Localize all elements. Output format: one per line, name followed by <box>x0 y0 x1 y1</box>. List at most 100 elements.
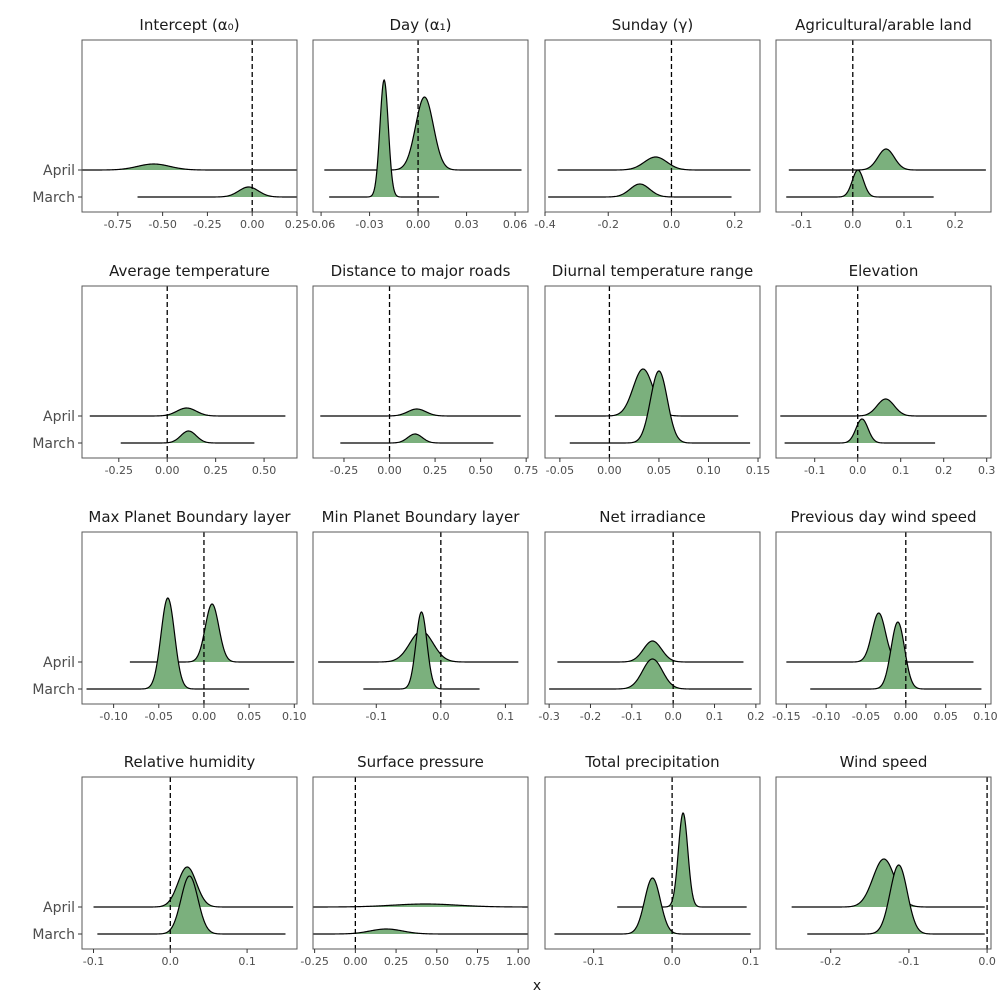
x-tick-label: 0.0 <box>162 955 180 968</box>
x-tick-label: 0.2 <box>726 218 744 231</box>
panel-content <box>548 156 751 198</box>
panel-title: Intercept (α₀) <box>139 16 239 34</box>
ridge-area-april <box>557 641 744 662</box>
panel-title: Relative humidity <box>124 753 256 771</box>
panel-border <box>544 776 761 950</box>
ridge-area-march <box>548 184 732 197</box>
panel: Sunday (γ) -0.4 -0.2 0.0 0.2 <box>534 16 761 231</box>
panel-border <box>312 531 529 705</box>
x-tick-label: 0.1 <box>706 710 724 723</box>
x-tick-label: -0.3 <box>538 710 559 723</box>
panel: Previous day wind speed -0.15 -0.10 -0.05 0.… <box>772 508 998 723</box>
x-tick-label: 0.1 <box>238 955 256 968</box>
x-tick-label: 0.00 <box>406 218 431 231</box>
panel-title: Previous day wind speed <box>790 508 976 526</box>
panel-border <box>312 39 529 213</box>
panel-title: Max Planet Boundary layer <box>88 508 291 526</box>
ridge-area-april <box>791 859 985 907</box>
x-tick-label: 0.00 <box>343 955 368 968</box>
x-tick-label: 0.25 <box>423 464 448 477</box>
panel: Elevation -0.1 0.0 0.1 0.2 0.3 <box>775 262 996 477</box>
ridge-line-april <box>93 866 294 908</box>
x-tick-label: 0.10 <box>282 710 307 723</box>
panel-title: Surface pressure <box>357 753 484 771</box>
panel-title: Average temperature <box>109 262 270 280</box>
x-tick-label: 0.00 <box>377 464 402 477</box>
x-tick-label: -0.2 <box>580 710 601 723</box>
panel: Distance to major roads -0.25 0.00 0.25 0.50… <box>312 262 538 477</box>
x-tick-label: 0.1 <box>497 710 515 723</box>
ridge-line-march <box>810 621 982 690</box>
x-tick-label: -0.15 <box>772 710 800 723</box>
ridge-line-march <box>549 658 752 690</box>
x-tick-label: -0.06 <box>307 218 335 231</box>
panel-content <box>554 368 751 444</box>
panel: Diurnal temperature range -0.05 0.00 0.05 0.… <box>544 262 770 477</box>
ridge-line-april <box>320 408 521 417</box>
x-tick-label: -0.1 <box>804 464 825 477</box>
y-row-label: March <box>32 190 75 206</box>
x-tick-label: -0.03 <box>355 218 383 231</box>
ridge-area-april <box>786 613 974 662</box>
panel-title: Agricultural/arable land <box>795 16 972 34</box>
ridge-line-april <box>554 368 739 417</box>
panel-border <box>775 776 992 950</box>
panel-border <box>81 531 298 705</box>
ridge-line-april <box>557 156 751 171</box>
panel-border <box>775 39 992 213</box>
x-tick-label: -0.1 <box>83 955 104 968</box>
panel-border <box>775 285 992 459</box>
panels-layer: Intercept (α₀) -0.75 -0.50 -0.25 0.00 0.25 Apr… <box>32 16 997 968</box>
x-tick-label: -0.1 <box>366 710 387 723</box>
ridge-area-march <box>807 865 985 934</box>
panel-content <box>554 812 751 935</box>
panel: Surface pressure -0.25 0.00 0.25 0.50 0.75 1.0… <box>300 753 530 968</box>
x-tick-label: 0.05 <box>933 710 958 723</box>
panel-content <box>93 866 294 935</box>
ridge-area-march <box>120 431 255 443</box>
ridge-area-march <box>554 878 751 934</box>
panel-border <box>81 285 298 459</box>
ridge-area-april <box>780 399 987 416</box>
panel-content <box>780 398 987 444</box>
panel: Net irradiance -0.3 -0.2 -0.1 0.0 0.1 0.2 <box>538 508 764 723</box>
panel-border <box>81 39 298 213</box>
ridge-area-april <box>324 97 522 170</box>
x-tick-label: 0.25 <box>285 218 310 231</box>
ridge-area-march <box>97 876 286 934</box>
x-tick-label: -0.05 <box>145 710 173 723</box>
x-tick-label: 0.05 <box>237 710 262 723</box>
ridge-line-march <box>340 433 494 444</box>
x-tick-label: -0.05 <box>852 710 880 723</box>
panel-title: Wind speed <box>840 753 928 771</box>
panel-content <box>320 408 521 444</box>
ridge-line-april <box>617 812 747 908</box>
panel: Average temperature -0.25 0.00 0.25 0.50 Apri… <box>32 262 298 477</box>
x-tick-label: -0.1 <box>898 955 919 968</box>
ridge-line-march <box>313 928 528 935</box>
x-tick-label: 0.3 <box>978 464 996 477</box>
ridge-area-march <box>313 929 528 934</box>
x-tick-label: 0.00 <box>894 710 919 723</box>
x-tick-label: -0.1 <box>621 710 642 723</box>
x-tick-label: 0.10 <box>973 710 998 723</box>
panel-content <box>791 858 985 935</box>
panel-content <box>86 597 295 690</box>
x-tick-label: -0.05 <box>546 464 574 477</box>
x-tick-label: 0.00 <box>240 218 265 231</box>
ridge-line-april <box>89 407 286 417</box>
x-tick-label: -0.10 <box>99 710 127 723</box>
x-tick-label: -0.25 <box>300 955 328 968</box>
x-tick-label: -0.25 <box>105 464 133 477</box>
x-tick-label: 0.0 <box>978 955 996 968</box>
panel-title: Sunday (γ) <box>612 16 693 34</box>
y-row-label: April <box>43 900 75 916</box>
x-tick-label: 0.00 <box>155 464 180 477</box>
ridge-line-march <box>137 186 297 198</box>
ridge-line-march <box>786 169 934 198</box>
x-tick-label: -0.10 <box>812 710 840 723</box>
x-tick-label: 0.05 <box>647 464 672 477</box>
ridge-area-march <box>786 170 934 197</box>
x-tick-label: -0.50 <box>148 218 176 231</box>
